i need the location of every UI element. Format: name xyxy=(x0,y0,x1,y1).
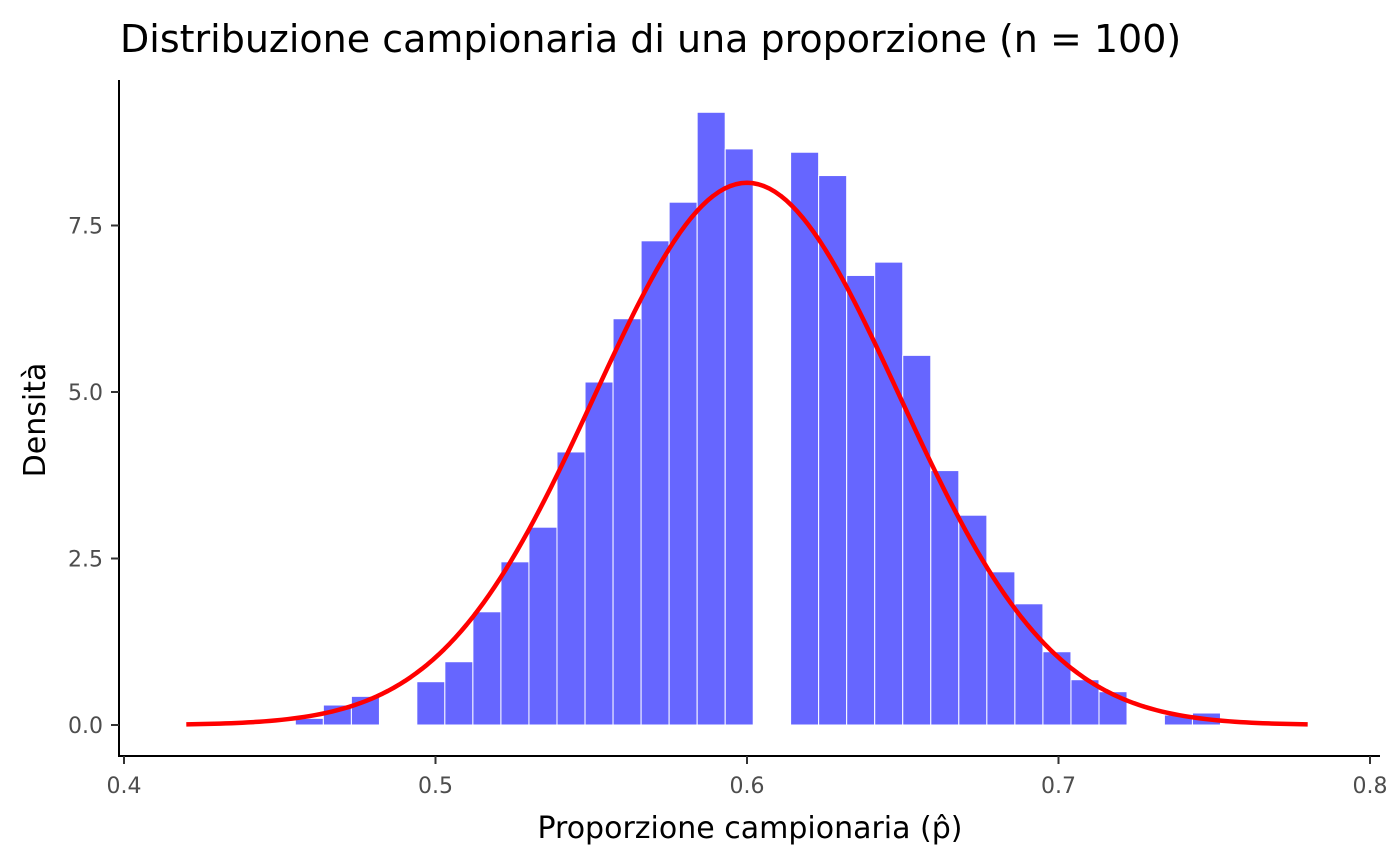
x-axis-ticks: 0.4 0.5 0.6 0.7 0.8 xyxy=(107,756,1388,799)
density-curve xyxy=(186,180,1308,727)
x-axis-label: Proporzione campionaria (p̂) xyxy=(537,811,962,846)
histogram-bar xyxy=(584,381,614,726)
histogram-bar xyxy=(500,561,530,726)
histogram-bar xyxy=(668,201,698,726)
y-tick-label: 5.0 xyxy=(68,381,103,406)
histogram-bar xyxy=(846,274,876,726)
histogram-bar xyxy=(986,571,1016,726)
chart-title: Distribuzione campionaria di una proporz… xyxy=(120,17,1181,61)
histogram-bar xyxy=(556,451,586,726)
histogram-bar xyxy=(444,661,474,726)
x-tick-label: 0.4 xyxy=(107,774,142,799)
x-tick-label: 0.6 xyxy=(730,774,765,799)
normal-density-line xyxy=(186,180,1308,727)
x-tick-label: 0.7 xyxy=(1041,774,1076,799)
histogram-bar xyxy=(1014,603,1044,726)
y-tick-label: 2.5 xyxy=(68,548,103,573)
histogram-bar xyxy=(790,151,820,726)
histogram-bar xyxy=(472,611,502,726)
y-tick-label: 0.0 xyxy=(68,714,103,739)
histogram-bar xyxy=(818,175,848,726)
histogram-bar xyxy=(612,318,642,726)
histogram-bar xyxy=(528,526,558,726)
histogram-bars xyxy=(294,111,1221,726)
histogram-bar xyxy=(958,514,988,726)
histogram-bar xyxy=(416,681,446,726)
x-tick-label: 0.8 xyxy=(1353,774,1388,799)
x-tick-label: 0.5 xyxy=(418,774,453,799)
y-axis-ticks: 0.0 2.5 5.0 7.5 xyxy=(68,215,119,739)
histogram-bar xyxy=(874,261,904,726)
histogram-bar xyxy=(724,148,754,726)
y-axis-label: Densità xyxy=(18,363,53,478)
histogram-bar xyxy=(1098,691,1128,726)
y-tick-label: 7.5 xyxy=(68,215,103,240)
histogram-bar xyxy=(640,240,670,726)
